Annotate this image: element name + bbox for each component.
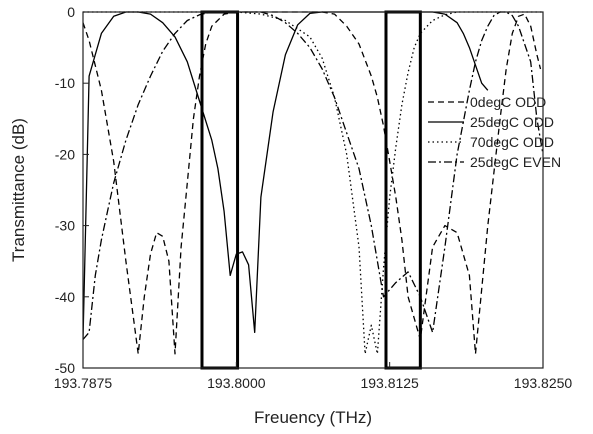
- legend-label-2: 70degC ODD: [470, 134, 554, 150]
- series-line-2: [83, 11, 543, 355]
- y-tick-label: -30: [55, 218, 75, 234]
- series-line-0: [83, 11, 542, 355]
- legend-label-3: 25degC EVEN: [470, 154, 561, 170]
- ticks: [82, 11, 544, 369]
- highlight-box-0: [200, 10, 240, 370]
- y-tick-label: -40: [55, 289, 75, 305]
- annotation-boxes: [200, 10, 422, 370]
- y-tick-label: -10: [55, 75, 75, 91]
- series-line-3: [83, 11, 543, 340]
- x-tick-label: 193.8000: [207, 375, 266, 391]
- x-axis-title: Freuency (THz): [254, 408, 372, 427]
- y-axis-title: Transmittance (dB): [9, 118, 28, 262]
- legend: 0degC ODD 25degC ODD 70degC ODD 25degC EVEN: [428, 94, 561, 170]
- x-tick-label: 193.7875: [54, 375, 113, 391]
- plot-lines: [83, 11, 543, 355]
- x-tick-label: 193.8250: [514, 375, 573, 391]
- tick-labels: 193.7875 193.8000 193.8125 193.8250 0 -10 -20 -…: [54, 4, 573, 391]
- y-tick-label: 0: [67, 4, 75, 20]
- y-tick-label: -50: [55, 360, 75, 376]
- legend-label-1: 25degC ODD: [470, 114, 554, 130]
- y-tick-label: -20: [55, 146, 75, 162]
- plot-frame: [82, 11, 544, 369]
- legend-label-0: 0degC ODD: [470, 94, 546, 110]
- x-tick-label: 193.8125: [360, 375, 419, 391]
